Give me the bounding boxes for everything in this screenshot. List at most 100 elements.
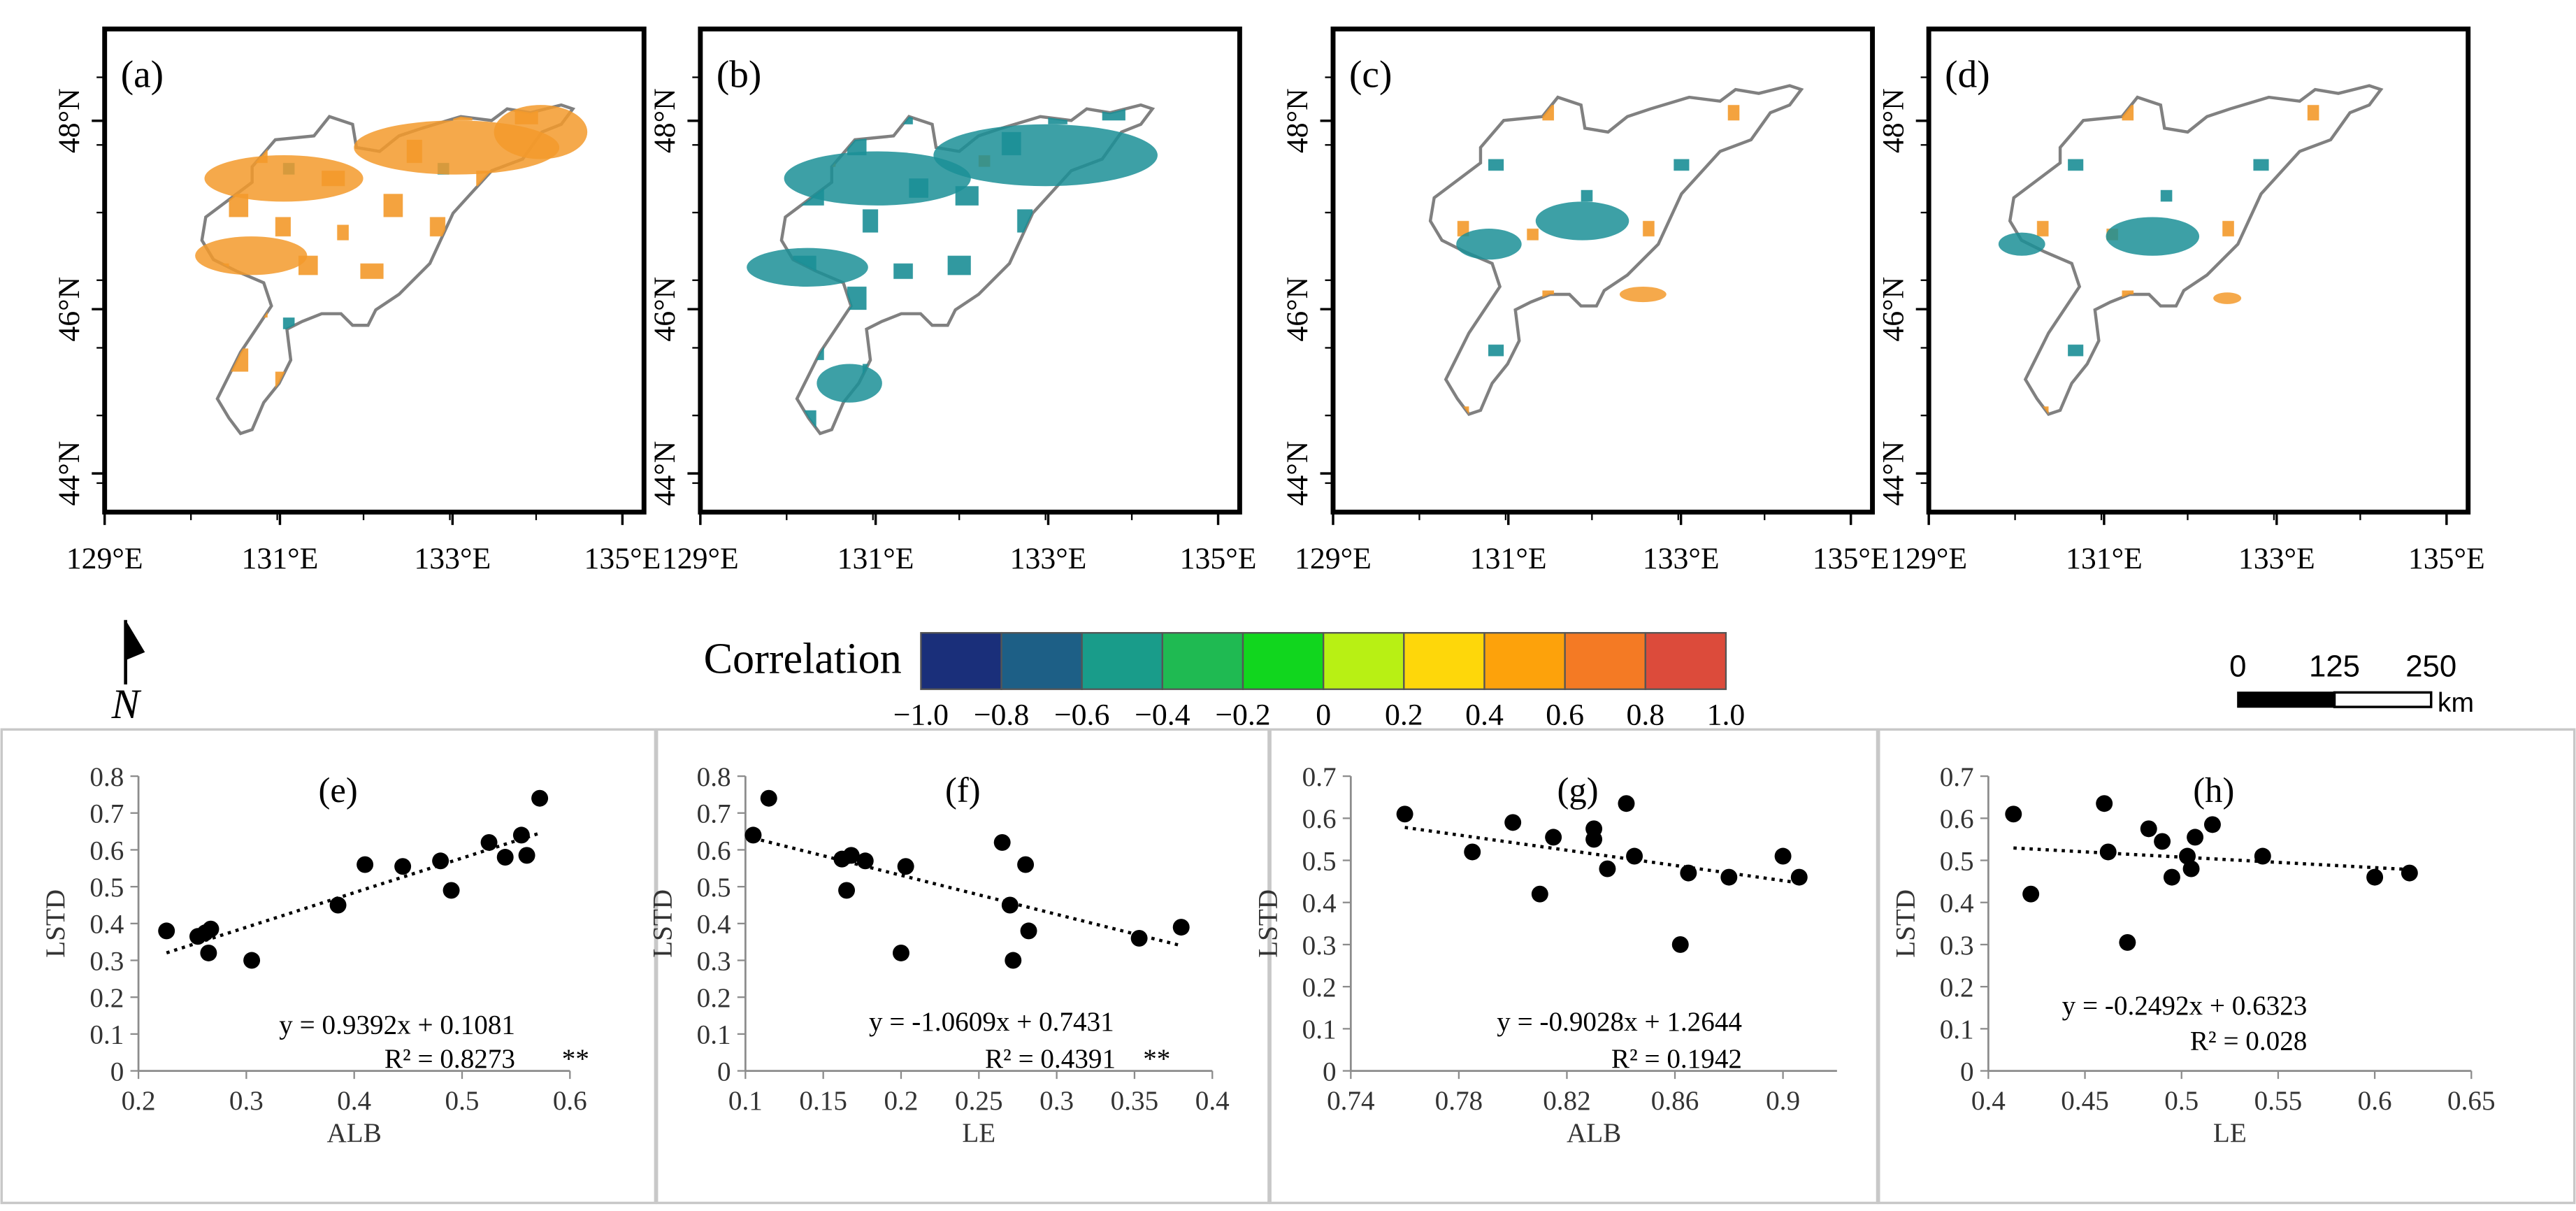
lat-tick-label: 46°N (648, 277, 682, 342)
data-point (1130, 929, 1148, 947)
map-hotspot (2213, 292, 2242, 304)
data-point (1720, 868, 1738, 886)
y-tick-label: 0 (717, 1056, 731, 1087)
data-point (760, 789, 777, 807)
legend-tick-label: −1.0 (893, 698, 949, 731)
y-tick-label: 0.7 (1940, 762, 1974, 792)
lat-tick-label: 44°N (52, 441, 86, 506)
x-tick-label: 0.4 (1195, 1086, 1230, 1116)
data-point (329, 896, 347, 914)
lon-tick-label: 133°E (1010, 542, 1087, 575)
y-axis-label: LSTD (41, 889, 71, 958)
data-point (1005, 952, 1022, 969)
x-tick-label: 0.35 (1111, 1086, 1159, 1116)
data-point (838, 882, 856, 899)
y-tick-label: 0.5 (1940, 846, 1974, 876)
legend-swatch (1081, 631, 1164, 690)
legend-title: Correlation (704, 636, 902, 683)
chart-frame (1269, 728, 1879, 1205)
chart-frame (0, 728, 657, 1205)
map-hotspot (784, 151, 971, 206)
significance-marker: ** (562, 1044, 589, 1074)
x-tick-label: 0.2 (122, 1086, 156, 1116)
data-point (202, 920, 220, 938)
lon-tick-label: 135°E (2408, 542, 2485, 575)
x-tick-label: 0.65 (2447, 1086, 2496, 1116)
data-point (1396, 805, 1413, 823)
scale-bar: 0 125 250 km (2229, 649, 2474, 718)
legend-tick-label: 0.4 (1465, 698, 1504, 731)
panel-label: (b) (717, 52, 761, 95)
data-point (1680, 864, 1697, 882)
y-tick-label: 0.6 (1302, 804, 1337, 834)
legend-tick-label: 1.0 (1707, 698, 1746, 731)
r-squared: R² = 0.8273 (384, 1044, 515, 1074)
chart-frame (655, 728, 1270, 1205)
legend-tick-label: −0.6 (1054, 698, 1109, 731)
data-point (394, 858, 412, 875)
data-point (1585, 820, 1603, 838)
map-hotspot (1535, 201, 1629, 241)
x-tick-label: 0.9 (1766, 1086, 1800, 1116)
y-tick-label: 0.4 (697, 910, 731, 940)
data-point (1017, 856, 1035, 873)
legend-swatch (1483, 631, 1566, 690)
scale-bar-black (2237, 692, 2336, 708)
data-point (842, 847, 860, 864)
data-point (1599, 860, 1616, 877)
y-tick-label: 0.5 (1302, 846, 1337, 876)
scale-tick-label: 0 (2229, 649, 2246, 683)
y-tick-label: 0.1 (1940, 1015, 1974, 1045)
data-point (442, 882, 460, 899)
trend-line (752, 836, 1182, 947)
y-tick-label: 0.8 (697, 762, 731, 792)
data-point (158, 922, 175, 940)
lat-tick-label: 46°N (1281, 277, 1314, 342)
trend-equation: y = 0.9392x + 0.1081 (279, 1010, 515, 1040)
x-tick-label: 0.3 (229, 1086, 264, 1116)
y-tick-label: 0.7 (89, 799, 124, 829)
scatter-chart-g: 0 0.1 0.2 0.3 0.4 0.5 0.6 0.7 0.74 0.78 0.82 0.86 0.… (1253, 728, 1879, 1205)
scale-unit: km (2438, 688, 2474, 718)
y-tick-label: 0.2 (1302, 973, 1337, 1003)
significance-marker: ** (1143, 1044, 1170, 1074)
data-point (432, 852, 449, 870)
y-tick-label: 0.6 (697, 836, 731, 866)
panel-label: (a) (121, 52, 164, 95)
y-tick-label: 0.2 (1940, 973, 1974, 1003)
x-tick-label: 0.5 (445, 1086, 480, 1116)
legend-swatch (1403, 631, 1485, 690)
data-point (1618, 795, 1635, 812)
panel-label: (e) (319, 771, 358, 810)
data-point (1504, 814, 1522, 831)
data-point (2119, 933, 2136, 951)
y-tick-label: 0.1 (89, 1020, 124, 1050)
map-panel-a: (a) 129°E 131°E 133°E 135°E 44°N 46°N 48°N (52, 27, 661, 575)
y-tick-label: 0.2 (89, 983, 124, 1013)
north-arrow-head (125, 619, 145, 661)
data-point (1001, 896, 1019, 914)
y-tick-label: 0.4 (1940, 889, 1974, 919)
x-tick-label: 0.78 (1435, 1086, 1483, 1116)
legend-swatch (1242, 631, 1325, 690)
x-tick-label: 0.6 (553, 1086, 587, 1116)
lat-tick-label: 46°N (52, 277, 86, 342)
y-tick-label: 0 (1323, 1056, 1337, 1087)
y-tick-label: 0.1 (697, 1020, 731, 1050)
map-hotspot (1998, 232, 2045, 256)
y-tick-label: 0 (110, 1056, 124, 1087)
lat-tick-label: 48°N (1281, 88, 1314, 153)
lon-tick-label: 129°E (1890, 542, 1967, 575)
figure-content: (a) 129°E 131°E 133°E 135°E 44°N 46°N 48°N (b) 12… (0, 27, 2576, 1205)
data-point (1545, 829, 1562, 846)
data-point (856, 852, 874, 870)
x-axis-label: LE (2213, 1118, 2247, 1148)
data-point (2163, 868, 2180, 886)
data-point (744, 826, 762, 844)
data-point (897, 858, 914, 875)
x-tick-label: 0.82 (1543, 1086, 1591, 1116)
data-point (1774, 847, 1792, 865)
data-point (512, 826, 530, 844)
lon-tick-label: 131°E (242, 542, 319, 575)
